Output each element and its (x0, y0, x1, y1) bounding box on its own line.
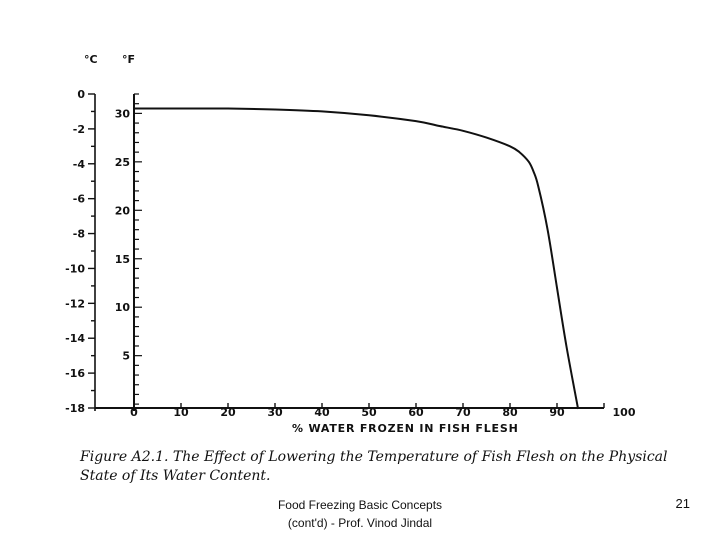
celsius-tick-label: -4 (73, 158, 86, 171)
celsius-ticks: 0 -2 -4 -6 -8 -10 -12 -14 -16 -18 (65, 88, 95, 415)
x-tick-label: 0 (130, 406, 138, 419)
fahrenheit-ticks: 5 10 15 20 25 30 (115, 93, 142, 405)
x-tick-label: 100 (613, 406, 636, 419)
x-axis-label: % WATER FROZEN IN FISH FLESH (292, 422, 519, 435)
celsius-tick-label: -14 (65, 332, 85, 345)
fahrenheit-tick-label: 5 (122, 350, 130, 363)
celsius-tick-label: -10 (65, 262, 85, 275)
celsius-tick-label: -2 (73, 123, 85, 136)
x-axis-ticks: 0 10 20 30 40 50 60 70 80 90 100 (130, 403, 636, 419)
freezing-curve (134, 107, 580, 410)
x-tick-label: 10 (173, 406, 189, 419)
figure-caption: Figure A2.1. The Effect of Lowering the … (80, 448, 668, 486)
x-tick-label: 60 (408, 406, 424, 419)
fahrenheit-tick-label: 15 (115, 253, 130, 266)
caption-line-2: State of Its Water Content. (80, 468, 271, 484)
x-tick-label: 70 (455, 406, 471, 419)
x-tick-label: 80 (502, 406, 518, 419)
celsius-unit-label: °C (84, 53, 98, 66)
x-tick-label: 50 (361, 406, 377, 419)
fahrenheit-tick-label: 30 (115, 107, 131, 120)
footer-line-2: (cont'd) - Prof. Vinod Jindal (287, 516, 433, 530)
x-tick-label: 20 (220, 406, 236, 419)
celsius-tick-label: -6 (73, 193, 86, 206)
fahrenheit-unit-label: °F (122, 53, 135, 66)
x-tick-label: 30 (267, 406, 283, 419)
celsius-tick-label: -8 (73, 228, 85, 241)
slide-footer: Food Freezing Basic Concepts (cont'd) - … (230, 496, 490, 532)
page-number: 21 (675, 496, 690, 511)
x-tick-label: 40 (314, 406, 330, 419)
fahrenheit-tick-label: 10 (115, 301, 131, 314)
caption-line-1: Figure A2.1. The Effect of Lowering the … (80, 449, 668, 465)
celsius-tick-label: -16 (65, 367, 85, 380)
chart: °C °F 0 -2 -4 -6 -8 -10 -12 -14 -16 -18 5 10 15 20 25… (65, 53, 636, 435)
fahrenheit-tick-label: 20 (115, 204, 131, 217)
celsius-tick-label: -18 (65, 402, 85, 415)
footer-line-1: Food Freezing Basic Concepts (277, 498, 443, 512)
x-tick-label: 90 (549, 406, 565, 419)
celsius-tick-label: 0 (77, 88, 85, 101)
celsius-tick-label: -12 (65, 297, 85, 310)
fahrenheit-tick-label: 25 (115, 156, 130, 169)
